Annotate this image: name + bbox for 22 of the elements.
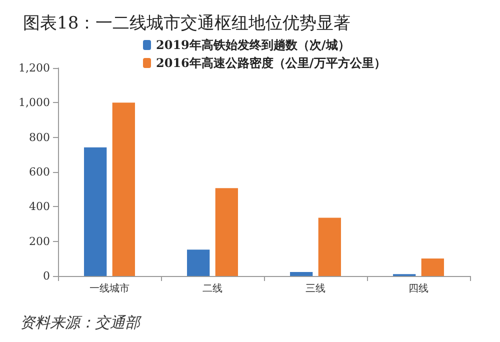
y-tick-label: 1,200 <box>18 62 50 74</box>
chart-title: 图表18：一二线城市交通枢纽地位优势显著 <box>23 14 351 34</box>
bar <box>421 258 444 276</box>
x-tick-label: 四线 <box>408 282 428 294</box>
legend-label: 2016年高速公路密度（公里/万平方公里） <box>156 56 386 70</box>
y-tick-label: 1,000 <box>18 96 50 110</box>
bar <box>290 272 313 276</box>
bar <box>215 188 238 276</box>
text: 资料来源：交通部 <box>20 314 142 332</box>
bar <box>84 147 107 276</box>
bar <box>187 250 210 276</box>
y-tick-label: 400 <box>29 200 50 214</box>
y-tick-label: 0 <box>43 270 50 282</box>
x-tick-label: 二线 <box>202 282 222 294</box>
x-tick-label: 三线 <box>306 282 326 294</box>
y-tick-label: 600 <box>29 166 50 178</box>
y-tick-label: 200 <box>29 234 50 248</box>
y-tick-label: 800 <box>29 130 50 144</box>
bar <box>112 102 135 276</box>
legend-label: 2019年高铁始发终到趟数（次/城） <box>156 38 350 52</box>
x-tick-label: 一线城市 <box>90 282 130 294</box>
bar <box>318 218 341 276</box>
